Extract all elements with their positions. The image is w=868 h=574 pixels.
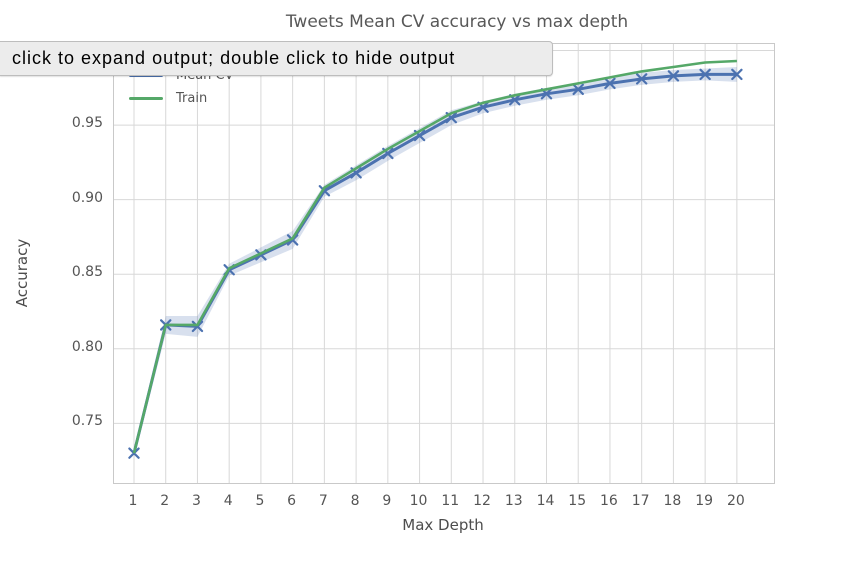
x-tick-label: 18 bbox=[663, 493, 682, 509]
legend-entry-train: Train bbox=[129, 87, 234, 110]
y-tick-label: 0.95 bbox=[71, 115, 103, 132]
train-line-swatch bbox=[129, 97, 163, 100]
y-axis-label: Accuracy bbox=[13, 238, 31, 308]
y-tick-label: 0.75 bbox=[71, 413, 103, 430]
x-tick-label: 12 bbox=[473, 493, 491, 509]
x-tick-label: 14 bbox=[536, 493, 555, 509]
chart-title: Tweets Mean CV accuracy vs max depth bbox=[285, 12, 629, 32]
confidence-band bbox=[133, 66, 737, 458]
x-tick-label: 20 bbox=[726, 493, 745, 509]
x-tick-label: 19 bbox=[695, 493, 714, 509]
x-tick-label: 9 bbox=[382, 493, 392, 509]
y-tick-label: 0.85 bbox=[71, 264, 103, 281]
x-tick-label: 3 bbox=[191, 493, 201, 509]
x-tick-label: 4 bbox=[223, 493, 233, 509]
train-line bbox=[132, 59, 737, 454]
chart-canvas bbox=[114, 44, 774, 483]
y-tick-label: 0.90 bbox=[71, 189, 103, 206]
legend-label-train: Train bbox=[176, 91, 208, 106]
x-axis-label: Max Depth bbox=[402, 516, 484, 534]
x-tick-label: 10 bbox=[409, 493, 428, 509]
x-tick-label: 5 bbox=[255, 493, 265, 509]
x-tick-label: 15 bbox=[568, 493, 587, 509]
x-tick-label: 11 bbox=[441, 493, 460, 509]
x-tick-label: 13 bbox=[504, 493, 523, 509]
x-tick-label: 16 bbox=[600, 493, 618, 509]
x-tick-label: 17 bbox=[631, 493, 650, 509]
plot-area: Mean CV Train bbox=[113, 43, 775, 484]
x-tick-label: 2 bbox=[160, 493, 170, 509]
x-tick-label: 8 bbox=[350, 493, 360, 509]
x-tick-label: 6 bbox=[287, 493, 297, 509]
y-tick-label: 0.80 bbox=[71, 338, 103, 355]
x-tick-label: 7 bbox=[318, 493, 328, 509]
x-tick-label: 1 bbox=[128, 493, 138, 509]
expand-output-tooltip: click to expand output; double click to … bbox=[0, 41, 553, 76]
mean-cv-line bbox=[132, 72, 737, 454]
